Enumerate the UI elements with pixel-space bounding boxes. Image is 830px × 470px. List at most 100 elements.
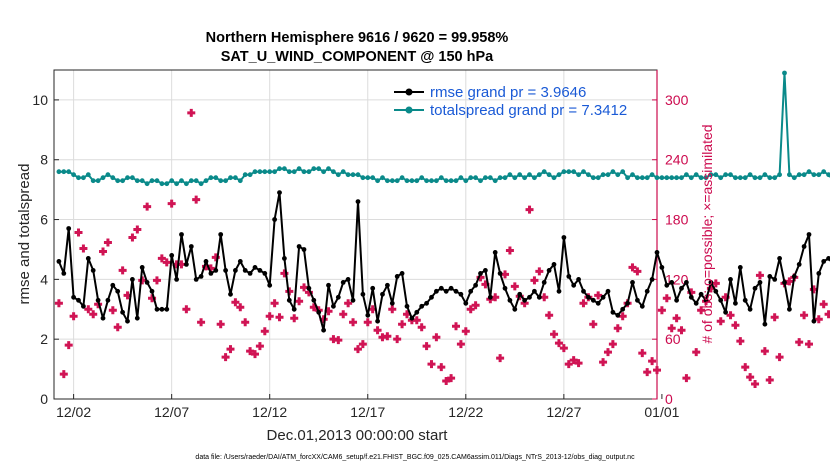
obs-count-point: [662, 294, 671, 303]
totalspread-point: [532, 175, 537, 181]
y-tick-label: 4: [40, 271, 48, 287]
obs-count-point: [594, 291, 603, 300]
rmse-point: [679, 285, 684, 291]
rmse-point: [169, 253, 175, 258]
totalspread-point: [713, 172, 719, 178]
rmse-point: [419, 303, 425, 309]
totalspread-point: [56, 169, 62, 175]
totalspread-point: [630, 172, 635, 178]
rmse-point: [497, 271, 503, 276]
totalspread-point: [453, 178, 459, 184]
rmse-point: [311, 297, 317, 303]
rmse-point: [581, 288, 586, 294]
totalspread-point: [796, 172, 802, 178]
y-right-tick-label: 0: [665, 391, 673, 407]
rmse-point: [458, 291, 464, 297]
totalspread-point: [801, 172, 807, 178]
rmse-point: [723, 309, 728, 315]
obs-count-point: [657, 306, 666, 315]
rmse-point: [71, 294, 76, 300]
totalspread-point: [350, 172, 356, 178]
obs-count-point: [564, 360, 573, 369]
rmse-point: [684, 280, 689, 285]
obs-count-point: [461, 327, 470, 336]
totalspread-point: [179, 178, 184, 184]
totalspread-point: [380, 175, 385, 181]
totalspread-point: [277, 166, 282, 172]
totalspread-point: [311, 166, 317, 172]
totalspread-point: [615, 172, 621, 178]
totalspread-point: [370, 175, 376, 181]
rmse-point: [203, 259, 209, 264]
rmse-point: [757, 280, 763, 285]
rmse-point: [576, 277, 581, 282]
rmse-point: [561, 235, 567, 240]
totalspread-point: [174, 181, 180, 187]
obs-count-point: [373, 326, 382, 335]
obs-count-point: [608, 340, 617, 349]
obs-count-point: [765, 376, 774, 385]
totalspread-point: [718, 175, 724, 181]
totalspread-point: [733, 175, 738, 181]
totalspread-point: [296, 166, 302, 172]
rmse-point: [473, 282, 478, 288]
totalspread-point: [708, 172, 714, 178]
totalspread-point: [679, 175, 684, 181]
obs-count-point: [466, 305, 475, 314]
obs-count-point: [108, 306, 117, 315]
rmse-point: [752, 285, 758, 291]
rmse-point: [223, 268, 229, 273]
rmse-point: [282, 256, 287, 261]
rmse-point: [321, 327, 326, 333]
obs-count-point: [103, 238, 112, 247]
totalspread-point: [610, 169, 616, 175]
obs-count-point: [344, 299, 353, 308]
rmse-point: [811, 318, 817, 324]
obs-count-point: [353, 345, 362, 354]
rmse-point: [522, 297, 527, 303]
totalspread-point: [561, 169, 567, 175]
totalspread-point: [340, 169, 346, 175]
obs-count-point: [398, 320, 407, 329]
obs-count-point: [422, 342, 431, 351]
totalspread-point: [252, 169, 258, 175]
totalspread-point: [424, 178, 429, 184]
totalspread-point: [76, 175, 81, 181]
rmse-point: [796, 262, 802, 267]
totalspread-point: [654, 175, 660, 181]
x-axis-label: Dec.01,2013 00:00:00 start: [267, 427, 449, 444]
obs-count-point: [456, 340, 465, 349]
rmse-point: [350, 297, 356, 303]
obs-count-point: [79, 244, 88, 253]
obs-count-point: [74, 228, 83, 237]
totalspread-point: [659, 175, 665, 181]
totalspread-point: [556, 172, 562, 178]
rmse-point: [718, 297, 724, 303]
obs-count-point: [197, 318, 206, 327]
rmse-point: [56, 259, 62, 264]
obs-count-point: [412, 316, 421, 325]
rmse-point: [335, 294, 341, 300]
totalspread-point: [698, 175, 704, 181]
obs-count-point: [69, 312, 78, 321]
totalspread-point: [247, 172, 253, 178]
x-tick-label: 01/01: [644, 404, 679, 420]
rmse-point: [375, 318, 380, 324]
rmse-point: [237, 259, 243, 264]
rmse-point: [262, 271, 268, 276]
rmse-point: [306, 285, 312, 291]
obs-count-point: [559, 344, 568, 353]
obs-count-point: [265, 312, 274, 321]
rmse-point: [139, 265, 145, 270]
obs-count-point: [363, 318, 372, 327]
totalspread-point: [536, 172, 542, 178]
totalspread-point: [134, 178, 140, 184]
obs-count-point: [711, 279, 720, 288]
rmse-point: [105, 297, 111, 303]
obs-count-point: [814, 315, 823, 324]
totalspread-point: [105, 172, 111, 178]
rmse-point: [188, 244, 194, 249]
totalspread-point: [164, 181, 170, 187]
totalspread-point: [497, 175, 503, 181]
obs-count-point: [221, 353, 230, 362]
